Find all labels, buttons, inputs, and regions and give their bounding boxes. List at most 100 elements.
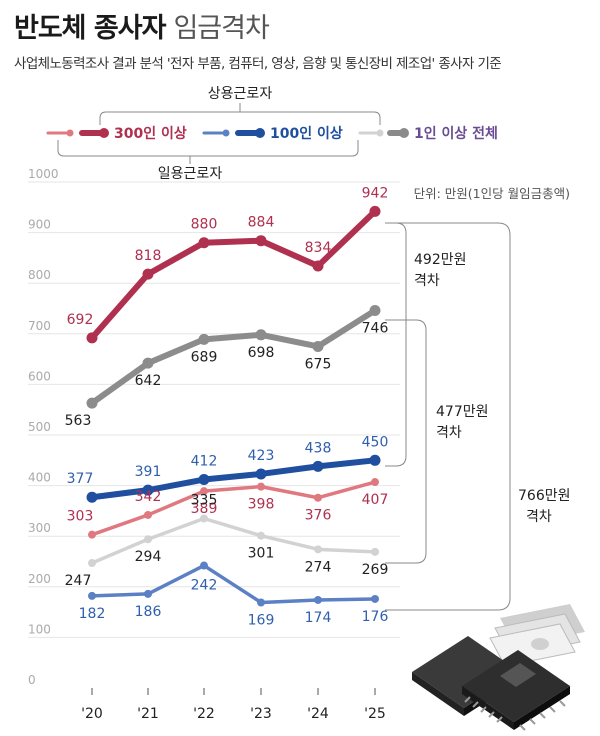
- series-point: [86, 332, 98, 344]
- page-title: 반도체 종사자 임금격차: [14, 6, 270, 45]
- gap-492-line2: 격차: [414, 273, 440, 289]
- series-point: [314, 595, 322, 604]
- data-label: 746: [362, 321, 389, 337]
- series-point: [257, 531, 265, 540]
- legend-daily-label: 일용근로자: [158, 166, 223, 182]
- data-label: 176: [362, 609, 389, 625]
- series-line: [89, 307, 378, 407]
- chip-illustration: [412, 604, 585, 731]
- y-tick-label: 700: [28, 319, 51, 333]
- y-tick-label: 200: [28, 572, 51, 586]
- legend-all-regular-dot: [399, 128, 409, 138]
- data-label: 818: [135, 248, 162, 264]
- legend-daily-bracket: [57, 140, 359, 157]
- series-point: [88, 559, 96, 568]
- data-label: 692: [67, 312, 94, 328]
- series-point: [142, 357, 154, 369]
- legend-100-label: 100인 이상: [270, 125, 343, 142]
- series-lines: [86, 205, 381, 607]
- y-tick-label: 600: [28, 369, 51, 383]
- data-label: 242: [191, 578, 218, 594]
- legend-100-daily-dot: [222, 129, 230, 137]
- series-point: [312, 340, 324, 352]
- title-sub: 임금격차: [173, 13, 269, 44]
- data-label: 303: [67, 509, 94, 525]
- y-tick-label: 100: [28, 622, 51, 636]
- legend-regular-bracket: [99, 111, 381, 125]
- grid-lines: [28, 181, 400, 638]
- data-label: 342: [135, 489, 162, 505]
- gap-766-line2: 격차: [526, 509, 552, 525]
- series-point: [314, 545, 322, 554]
- gap-brackets: 492만원 격차 477만원 격차 766만원 격차: [385, 222, 570, 611]
- data-label: 880: [191, 217, 218, 233]
- chip-icon: [412, 636, 570, 731]
- legend-300-label: 300인 이상: [114, 125, 187, 142]
- series-point: [198, 333, 210, 345]
- gap-766-line1: 766만원: [518, 488, 570, 504]
- legend-regular-label: 상용근로자: [208, 86, 273, 102]
- series-point: [255, 235, 267, 247]
- data-label: 689: [191, 349, 218, 365]
- y-tick-label: 500: [28, 420, 51, 434]
- data-label: 423: [248, 448, 275, 464]
- series-point: [369, 454, 381, 466]
- series-point: [88, 530, 96, 539]
- y-axis-ticks: 0 100 200 300 400 500 600 700 800 900 1000: [28, 167, 59, 687]
- gap-492-line1: 492만원: [414, 252, 466, 268]
- series-line: [90, 516, 377, 565]
- series-line: [89, 457, 378, 501]
- y-tick-label: 900: [28, 218, 51, 232]
- data-label: 274: [305, 559, 332, 575]
- data-label: 438: [305, 440, 332, 456]
- data-label: 412: [191, 454, 218, 470]
- x-tick-label: '23: [250, 706, 272, 722]
- series-point: [86, 397, 98, 409]
- money-icon: [489, 604, 585, 667]
- data-labels: 692 818 880 884 834 942 563 642 689 698 675 746 377 3…: [65, 185, 389, 628]
- gap-bracket-492: [385, 222, 407, 467]
- legend: 상용근로자 일용근로자 300인 이상 100인 이상 1인 이상 전체: [46, 86, 498, 182]
- series-point: [255, 468, 267, 480]
- series-point: [255, 329, 267, 341]
- series-line: [90, 563, 377, 605]
- series-point: [144, 589, 152, 598]
- x-tick-label: '24: [307, 706, 329, 722]
- gap-bracket-477: [385, 319, 427, 564]
- legend-all-daily-dot: [376, 129, 384, 137]
- data-label: 942: [362, 185, 389, 201]
- series-point: [144, 510, 152, 519]
- y-tick-label: 400: [28, 471, 51, 485]
- data-label: 834: [305, 240, 332, 256]
- y-tick-label: 800: [28, 268, 51, 282]
- legend-300-regular-dot: [99, 128, 109, 138]
- data-label: 884: [248, 215, 275, 231]
- series-point: [257, 482, 265, 491]
- title-main: 반도체 종사자: [14, 13, 166, 44]
- data-label: 294: [135, 549, 162, 565]
- series-point: [200, 487, 208, 496]
- data-label: 675: [305, 356, 332, 372]
- series-point: [371, 594, 379, 603]
- data-label: 450: [362, 434, 389, 450]
- unit-label: 단위: 만원(1인당 월임금총액): [414, 186, 570, 201]
- data-label: 186: [135, 604, 162, 620]
- data-label: 376: [305, 508, 332, 524]
- series-point: [200, 561, 208, 570]
- series-point: [88, 591, 96, 600]
- y-tick-label: 0: [28, 673, 36, 687]
- data-label: 335: [191, 492, 218, 508]
- x-tick-label: '20: [81, 706, 103, 722]
- data-label: 642: [135, 373, 162, 389]
- series-point: [200, 514, 208, 523]
- data-label: 269: [362, 562, 389, 578]
- x-tick-label: '21: [137, 706, 159, 722]
- series-point: [312, 260, 324, 272]
- data-label: 407: [362, 492, 389, 508]
- data-label: 174: [305, 610, 332, 626]
- data-label: 389: [191, 501, 218, 517]
- y-tick-label: 1000: [28, 167, 59, 181]
- series-point: [86, 491, 98, 503]
- legend-all-label: 1인 이상 전체: [414, 125, 498, 142]
- series-point: [144, 535, 152, 544]
